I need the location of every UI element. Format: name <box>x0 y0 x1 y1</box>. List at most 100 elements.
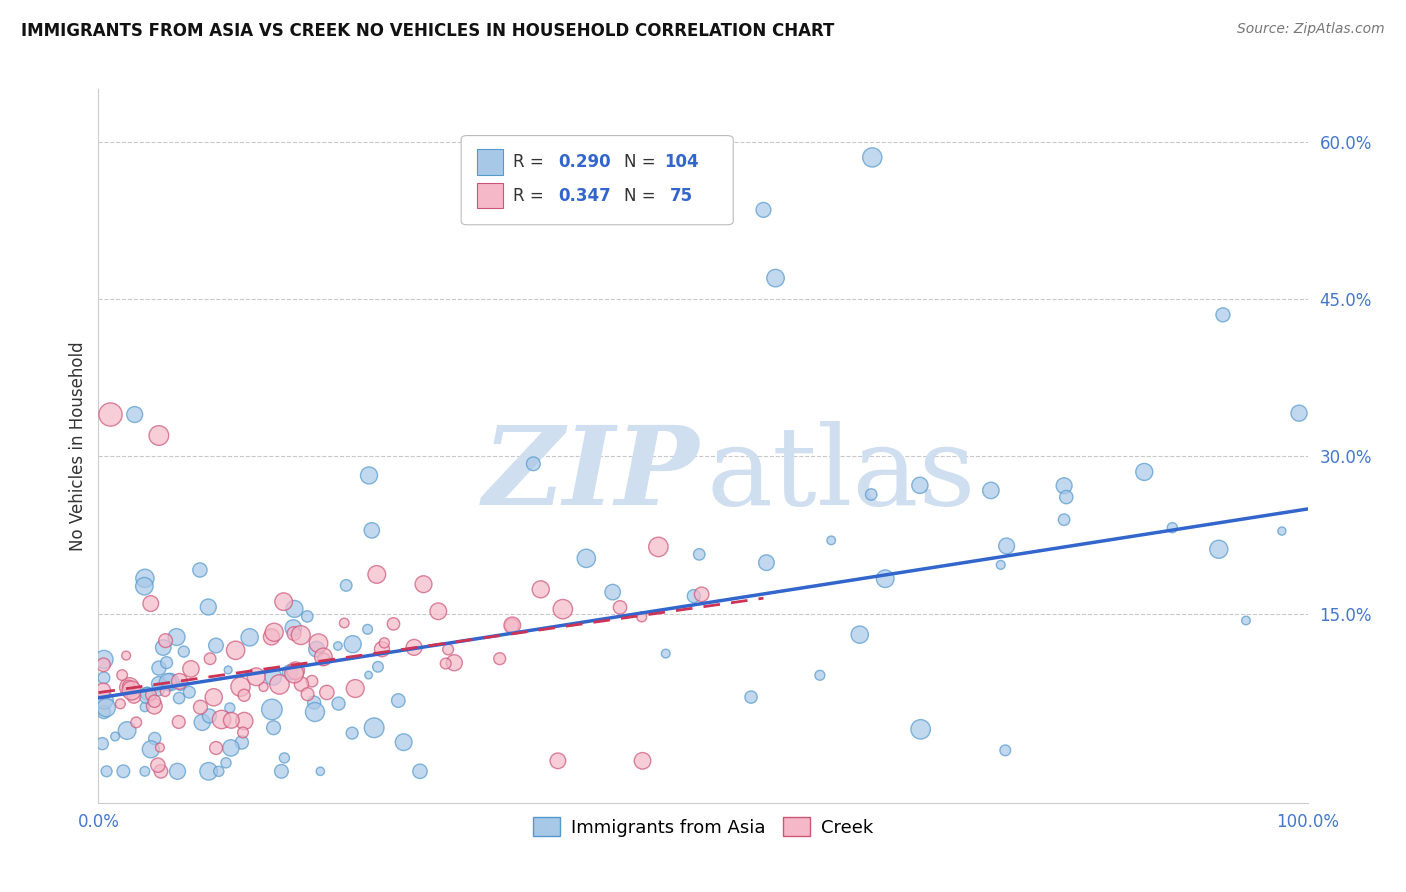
Point <box>328 697 350 711</box>
Point <box>367 660 389 674</box>
Point <box>1133 465 1156 479</box>
Point <box>688 548 710 562</box>
Point <box>96 700 118 714</box>
Point <box>252 680 274 694</box>
Point <box>93 652 115 666</box>
Point <box>501 618 523 632</box>
Point <box>682 589 704 603</box>
Point <box>231 735 253 749</box>
Point <box>755 556 778 570</box>
Point <box>121 683 143 698</box>
Point <box>153 684 176 698</box>
Point <box>392 735 415 749</box>
Point <box>344 681 367 696</box>
Point <box>609 600 631 615</box>
Point <box>146 682 169 697</box>
Point <box>93 693 115 707</box>
Point <box>269 677 291 691</box>
Point <box>690 587 713 601</box>
Point <box>110 697 132 711</box>
Point <box>1053 513 1076 527</box>
Point <box>409 764 432 779</box>
Point <box>910 723 932 737</box>
Point <box>371 642 394 657</box>
Point <box>820 533 842 548</box>
Point <box>139 597 162 611</box>
Point <box>155 633 177 648</box>
Point <box>136 689 159 703</box>
Point <box>283 621 305 635</box>
Point <box>188 563 211 577</box>
Point <box>93 671 115 685</box>
Point <box>547 754 569 768</box>
Point <box>278 665 301 680</box>
Point <box>143 699 166 714</box>
Point <box>122 690 145 704</box>
Point <box>118 681 141 695</box>
Point <box>139 742 162 756</box>
Point <box>152 640 174 655</box>
Point <box>215 756 238 770</box>
Point <box>149 764 172 779</box>
Point <box>630 610 652 624</box>
Y-axis label: No Vehicles in Household: No Vehicles in Household <box>69 341 87 551</box>
Point <box>260 630 283 644</box>
Point <box>134 571 156 585</box>
Point <box>1234 614 1257 628</box>
Point <box>134 700 156 714</box>
Point <box>159 675 181 690</box>
Point <box>994 743 1017 757</box>
Point <box>117 679 139 693</box>
Point <box>148 428 170 442</box>
Point <box>1053 479 1076 493</box>
Point <box>340 726 363 740</box>
Point <box>1054 490 1077 504</box>
Point <box>205 639 228 653</box>
Point <box>752 202 775 217</box>
Point <box>124 408 146 422</box>
Point <box>115 723 138 738</box>
Point <box>437 642 460 657</box>
Point <box>301 674 323 689</box>
Point <box>93 705 115 719</box>
Point <box>104 730 127 744</box>
Point <box>995 539 1018 553</box>
Point <box>149 740 172 755</box>
Point <box>283 666 305 681</box>
Point <box>740 690 762 705</box>
Point <box>501 618 523 632</box>
Point <box>443 656 465 670</box>
Point <box>342 637 364 651</box>
Point <box>167 714 190 729</box>
Text: ZIP: ZIP <box>482 421 699 528</box>
Point <box>273 595 295 609</box>
Point <box>427 604 450 618</box>
Point <box>283 602 305 616</box>
Point <box>308 636 330 650</box>
Point <box>290 628 312 642</box>
Point <box>434 657 457 671</box>
Point <box>167 691 190 706</box>
Text: N =: N = <box>624 186 657 204</box>
Point <box>197 764 219 779</box>
Legend: Immigrants from Asia, Creek: Immigrants from Asia, Creek <box>526 810 880 844</box>
Point <box>198 652 221 666</box>
Point <box>112 764 135 779</box>
Point <box>297 609 319 624</box>
Text: R =: R = <box>513 153 550 171</box>
Point <box>522 457 544 471</box>
Point <box>312 649 335 664</box>
Point <box>860 150 883 164</box>
Point <box>326 639 349 653</box>
Point <box>315 685 337 699</box>
Point <box>198 709 221 723</box>
Point <box>297 687 319 701</box>
Point <box>111 668 134 682</box>
Point <box>631 754 654 768</box>
FancyBboxPatch shape <box>477 149 503 175</box>
Point <box>1208 542 1230 557</box>
Point <box>290 677 312 691</box>
Point <box>990 558 1012 572</box>
Point <box>357 468 380 483</box>
Point <box>166 630 188 644</box>
